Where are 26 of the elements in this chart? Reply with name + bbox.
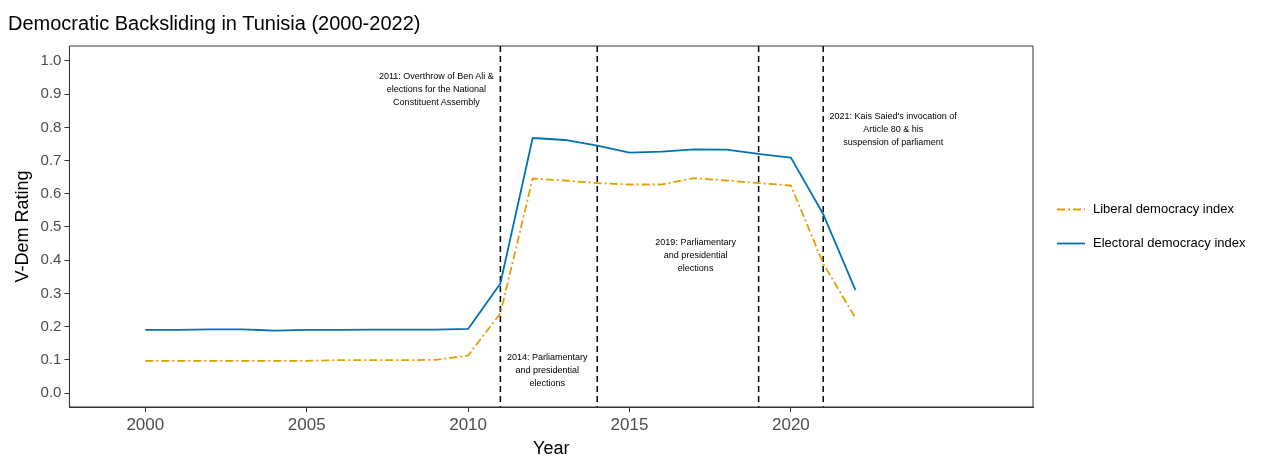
y-tick-label: 0.2: [40, 316, 62, 334]
x-tick-label: 2015: [610, 414, 649, 434]
x-tick-label: 2010: [449, 414, 488, 434]
y-tick-label: 0.0: [40, 383, 62, 401]
y-tick-label: 0.4: [40, 250, 62, 268]
ref-line-label: 2019: Parliamentary and presidential elections: [655, 236, 737, 273]
legend-label: Electoral democracy index: [1093, 235, 1246, 251]
ref-line-label: 2011: Overthrow of Ben Ali & elections for the National Constituent Assembly: [378, 70, 494, 107]
y-tick-label: 1.0: [40, 51, 62, 69]
ref-line-label: 2014: Parliamentary and presidential elections: [506, 352, 588, 389]
line-series: [144, 177, 857, 362]
y-tick-label: 0.1: [40, 349, 62, 367]
y-tick-label: 0.7: [40, 150, 62, 168]
y-tick-label: 0.6: [40, 183, 62, 201]
y-tick-label: 0.8: [40, 117, 62, 135]
legend-label: Liberal democracy index: [1093, 201, 1235, 217]
ref-line-label: 2021: Kais Saied's invocation of Article 80 & his suspension of parliament: [829, 110, 958, 147]
chart-title: Democratic Backsliding in Tunisia (2000-2022): [8, 11, 421, 34]
x-axis-title: Year: [533, 438, 570, 459]
y-axis-title: V-Dem Rating: [11, 170, 32, 283]
y-tick-label: 0.3: [40, 283, 62, 301]
y-tick-label: 0.5: [40, 217, 62, 235]
x-tick-label: 2005: [287, 414, 326, 434]
y-tick-label: 0.9: [40, 84, 62, 102]
x-tick-label: 2020: [771, 414, 810, 434]
x-tick-label: 2000: [126, 414, 165, 434]
